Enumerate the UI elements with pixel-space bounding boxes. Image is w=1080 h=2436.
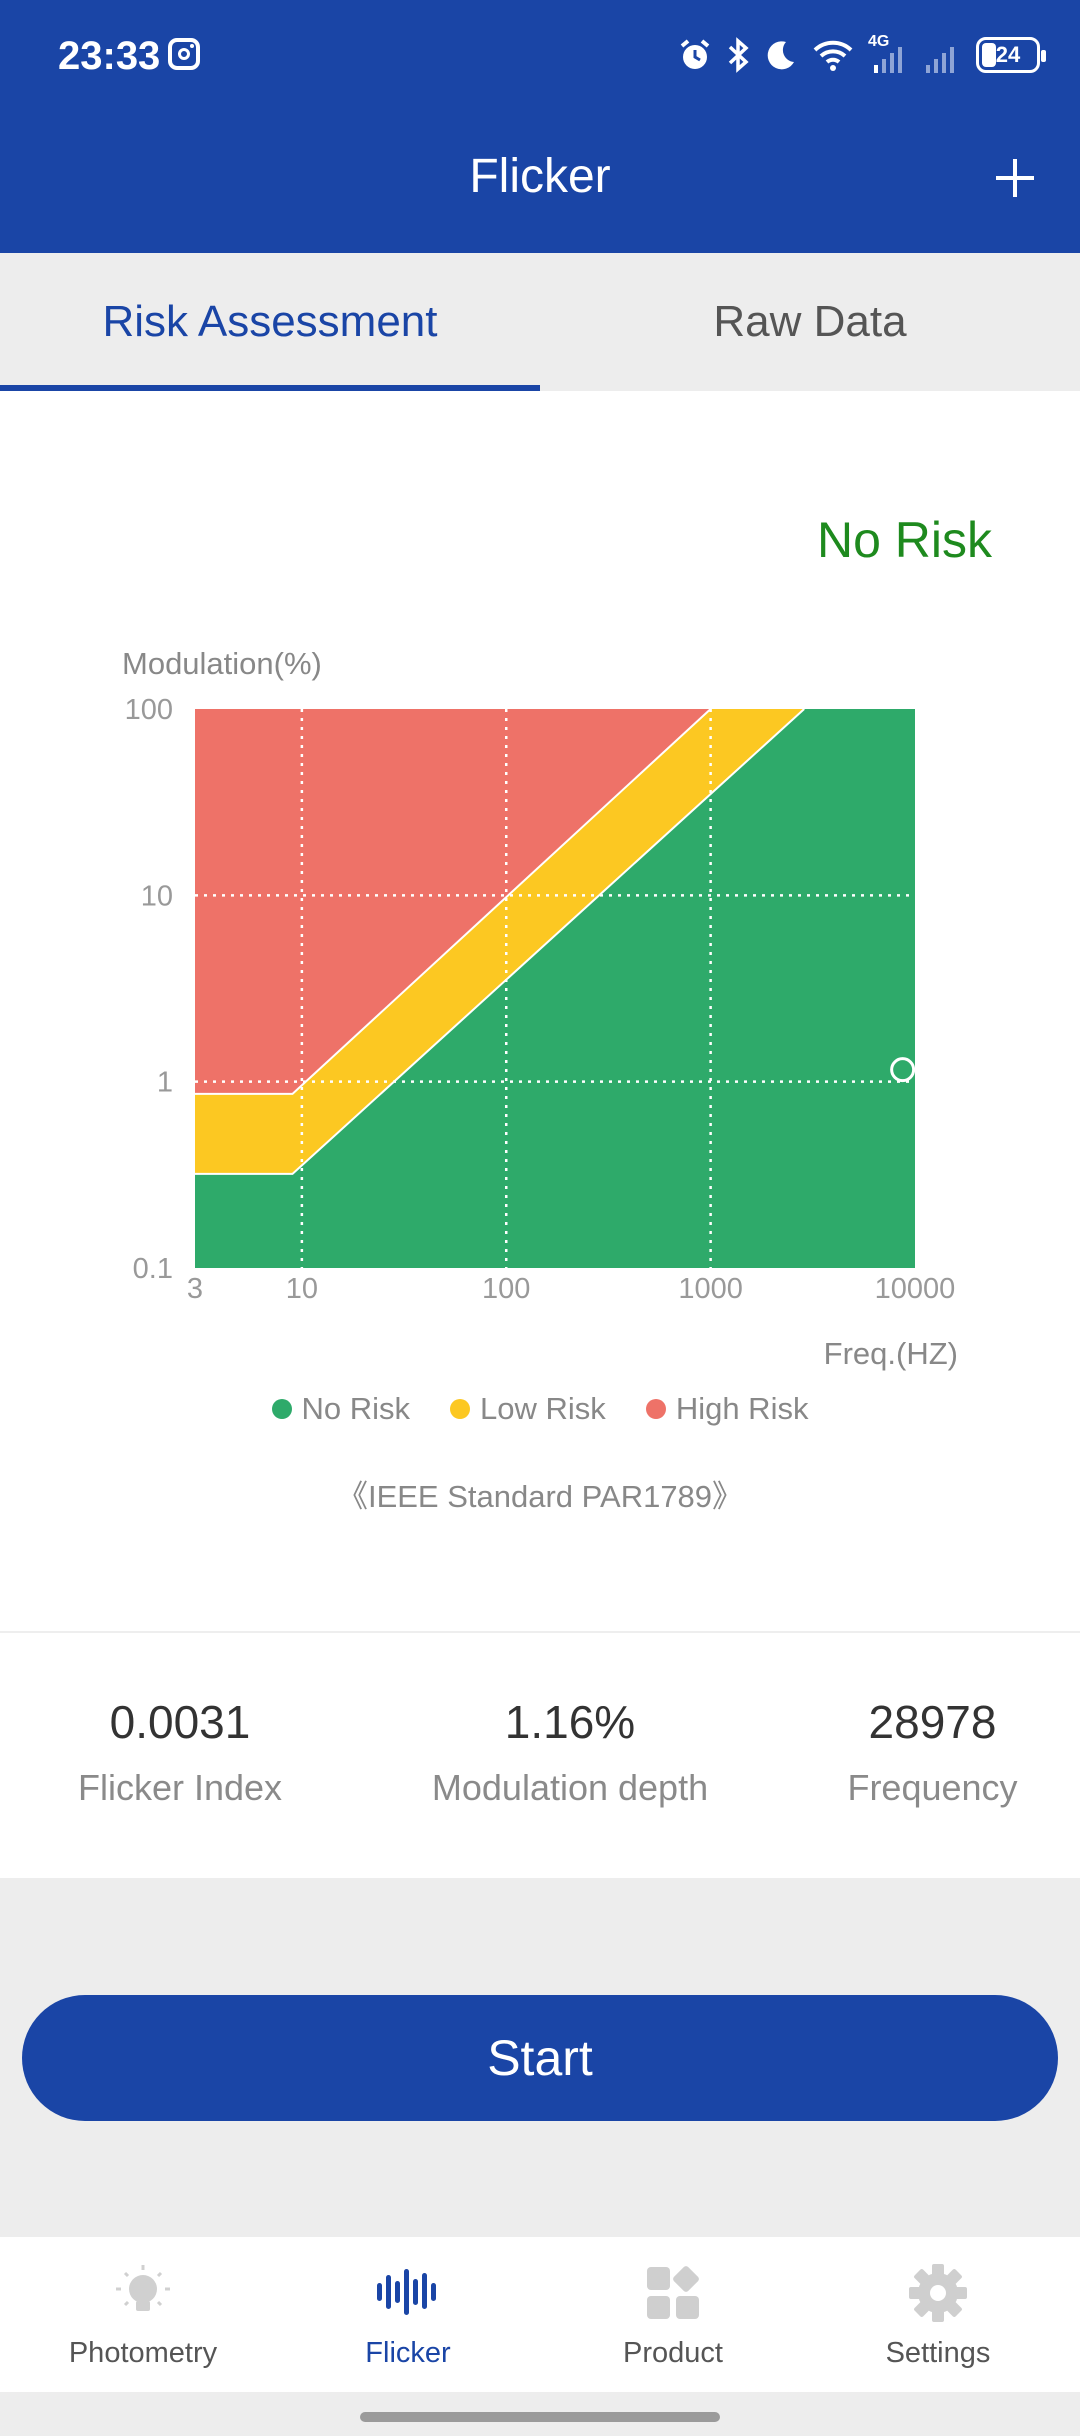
- y-tick-label: 1: [157, 1067, 173, 1099]
- y-axis-label: Modulation(%): [122, 646, 322, 681]
- nav-label: Photometry: [68, 2337, 218, 2369]
- stat-value: 0.0031: [109, 1696, 251, 1748]
- nav-label: Product: [623, 2337, 723, 2369]
- legend-item-no-risk: No Risk: [271, 1391, 411, 1427]
- x-axis-label: Freq.(HZ): [824, 1336, 958, 1371]
- stat-label: Flicker Index: [77, 1767, 283, 1808]
- stats-panel: 0.0031 Flicker Index 1.16% Modulation de…: [0, 1633, 1080, 1878]
- status-icons: 4G 24: [678, 30, 1046, 80]
- legend-label: High Risk: [675, 1391, 809, 1426]
- boundary-no-risk: [195, 708, 805, 1175]
- stat-label: Modulation depth: [431, 1767, 709, 1808]
- nav-item-settings[interactable]: Settings: [803, 2237, 1073, 2392]
- x-tick-label: 10000: [875, 1273, 956, 1305]
- x-tick-label: 10: [286, 1273, 318, 1305]
- start-button[interactable]: Start: [22, 1995, 1058, 2121]
- tab-indicator: [0, 385, 540, 391]
- stat-label: Frequency: [847, 1767, 1018, 1808]
- x-tick-label: 3: [187, 1273, 203, 1305]
- stat-frequency: 28978 Frequency: [800, 1695, 1065, 1809]
- bluetooth-icon: [728, 37, 749, 73]
- region-no-risk: [195, 709, 915, 1268]
- instagram-icon: [168, 38, 200, 70]
- legend-dot-yellow: [450, 1399, 471, 1419]
- x-tick-label: 1000: [678, 1273, 743, 1305]
- boundary-low-risk: [195, 708, 712, 1095]
- stat-modulation-depth: 1.16% Modulation depth: [380, 1695, 760, 1809]
- page-title: Flicker: [469, 150, 611, 203]
- nav-label: Flicker: [365, 2337, 451, 2369]
- legend-label: No Risk: [301, 1391, 411, 1426]
- wifi-icon: [813, 40, 853, 71]
- y-tick-label: 100: [125, 694, 173, 726]
- stat-flicker-index: 0.0031 Flicker Index: [20, 1695, 340, 1809]
- measurement-point: [890, 1057, 916, 1083]
- standard-reference: 《IEEE Standard PAR1789》: [336, 1479, 744, 1514]
- tab-bar: Risk Assessment Raw Data: [0, 253, 1080, 391]
- battery-icon: 24: [976, 37, 1046, 73]
- grid-icon: [647, 2266, 699, 2319]
- app-bar: Flicker: [0, 115, 1080, 253]
- network-label: 4G: [868, 33, 890, 50]
- stat-value: 1.16%: [504, 1696, 636, 1748]
- x-tick-label: 100: [482, 1273, 530, 1305]
- moon-icon: [767, 41, 794, 70]
- legend-item-low-risk: Low Risk: [450, 1391, 606, 1427]
- home-indicator: [360, 2412, 720, 2422]
- y-tick-label: 0.1: [133, 1253, 173, 1285]
- tab-raw-data[interactable]: Raw Data: [713, 297, 907, 346]
- status-bar: 23:33 4G: [0, 0, 1080, 115]
- risk-status: No Risk: [816, 512, 992, 568]
- risk-card: No Risk Modulation(%) Freq.(HZ) 100 10 1 0.…: [0, 391, 1080, 1633]
- legend-dot-red: [645, 1399, 666, 1419]
- status-time: 23:33: [58, 34, 161, 78]
- signal-4g-icon: 4G: [868, 33, 908, 75]
- bottom-nav: Photometry Flicker Product: [0, 2237, 1080, 2392]
- tab-risk-assessment[interactable]: Risk Assessment: [102, 297, 438, 346]
- signal-icon: [926, 47, 954, 73]
- battery-level: 24: [995, 42, 1021, 67]
- stat-value: 28978: [868, 1696, 997, 1748]
- chart-plot-area: 100 10 1 0.1 3 10 100 1000 10000: [125, 694, 956, 1305]
- divider: [0, 1631, 1080, 1633]
- nav-item-product[interactable]: Product: [538, 2237, 808, 2392]
- gear-icon: [909, 2264, 967, 2322]
- legend-dot-green: [271, 1399, 292, 1419]
- bulb-icon: [116, 2265, 170, 2311]
- legend-label: Low Risk: [480, 1391, 606, 1426]
- add-button[interactable]: [980, 143, 1050, 213]
- waveform-icon: [377, 2269, 436, 2315]
- chart-legend: No Risk Low Risk High Risk: [0, 1391, 1080, 1427]
- y-tick-label: 10: [141, 880, 173, 912]
- nav-item-flicker[interactable]: Flicker: [273, 2237, 543, 2392]
- nav-item-photometry[interactable]: Photometry: [8, 2237, 278, 2392]
- alarm-icon: [680, 39, 710, 69]
- nav-label: Settings: [885, 2337, 991, 2369]
- legend-item-high-risk: High Risk: [645, 1391, 809, 1427]
